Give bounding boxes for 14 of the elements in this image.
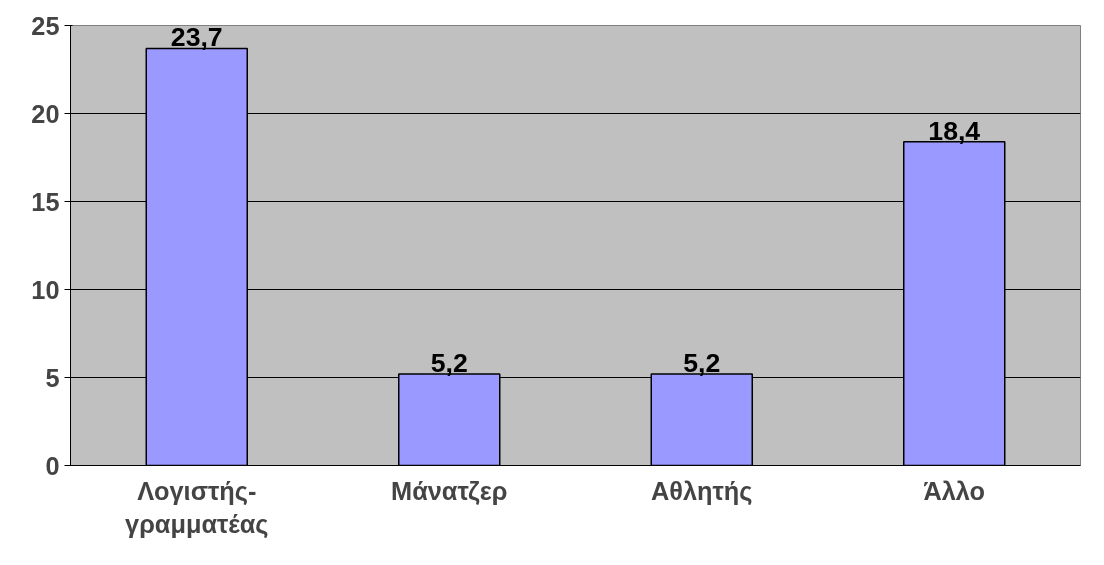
y-tick-label: 5	[45, 363, 60, 392]
y-tick-label: 10	[31, 275, 60, 304]
data-label: 18,4	[928, 115, 981, 146]
x-tick-label: Μάνατζερ	[391, 476, 508, 505]
data-label: 5,2	[430, 347, 468, 378]
y-tick-label: 0	[45, 451, 60, 480]
x-tick-label: Λογιστής-γραμματέας	[125, 476, 269, 540]
y-tick-label: 20	[31, 99, 60, 128]
x-tick-label: Αθλητής	[651, 476, 753, 506]
data-label: 23,7	[170, 22, 223, 53]
data-label: 5,2	[683, 347, 721, 378]
x-tick-label: Άλλο	[923, 476, 986, 505]
y-tick-label: 15	[31, 187, 60, 216]
y-tick-label: 25	[31, 11, 60, 40]
